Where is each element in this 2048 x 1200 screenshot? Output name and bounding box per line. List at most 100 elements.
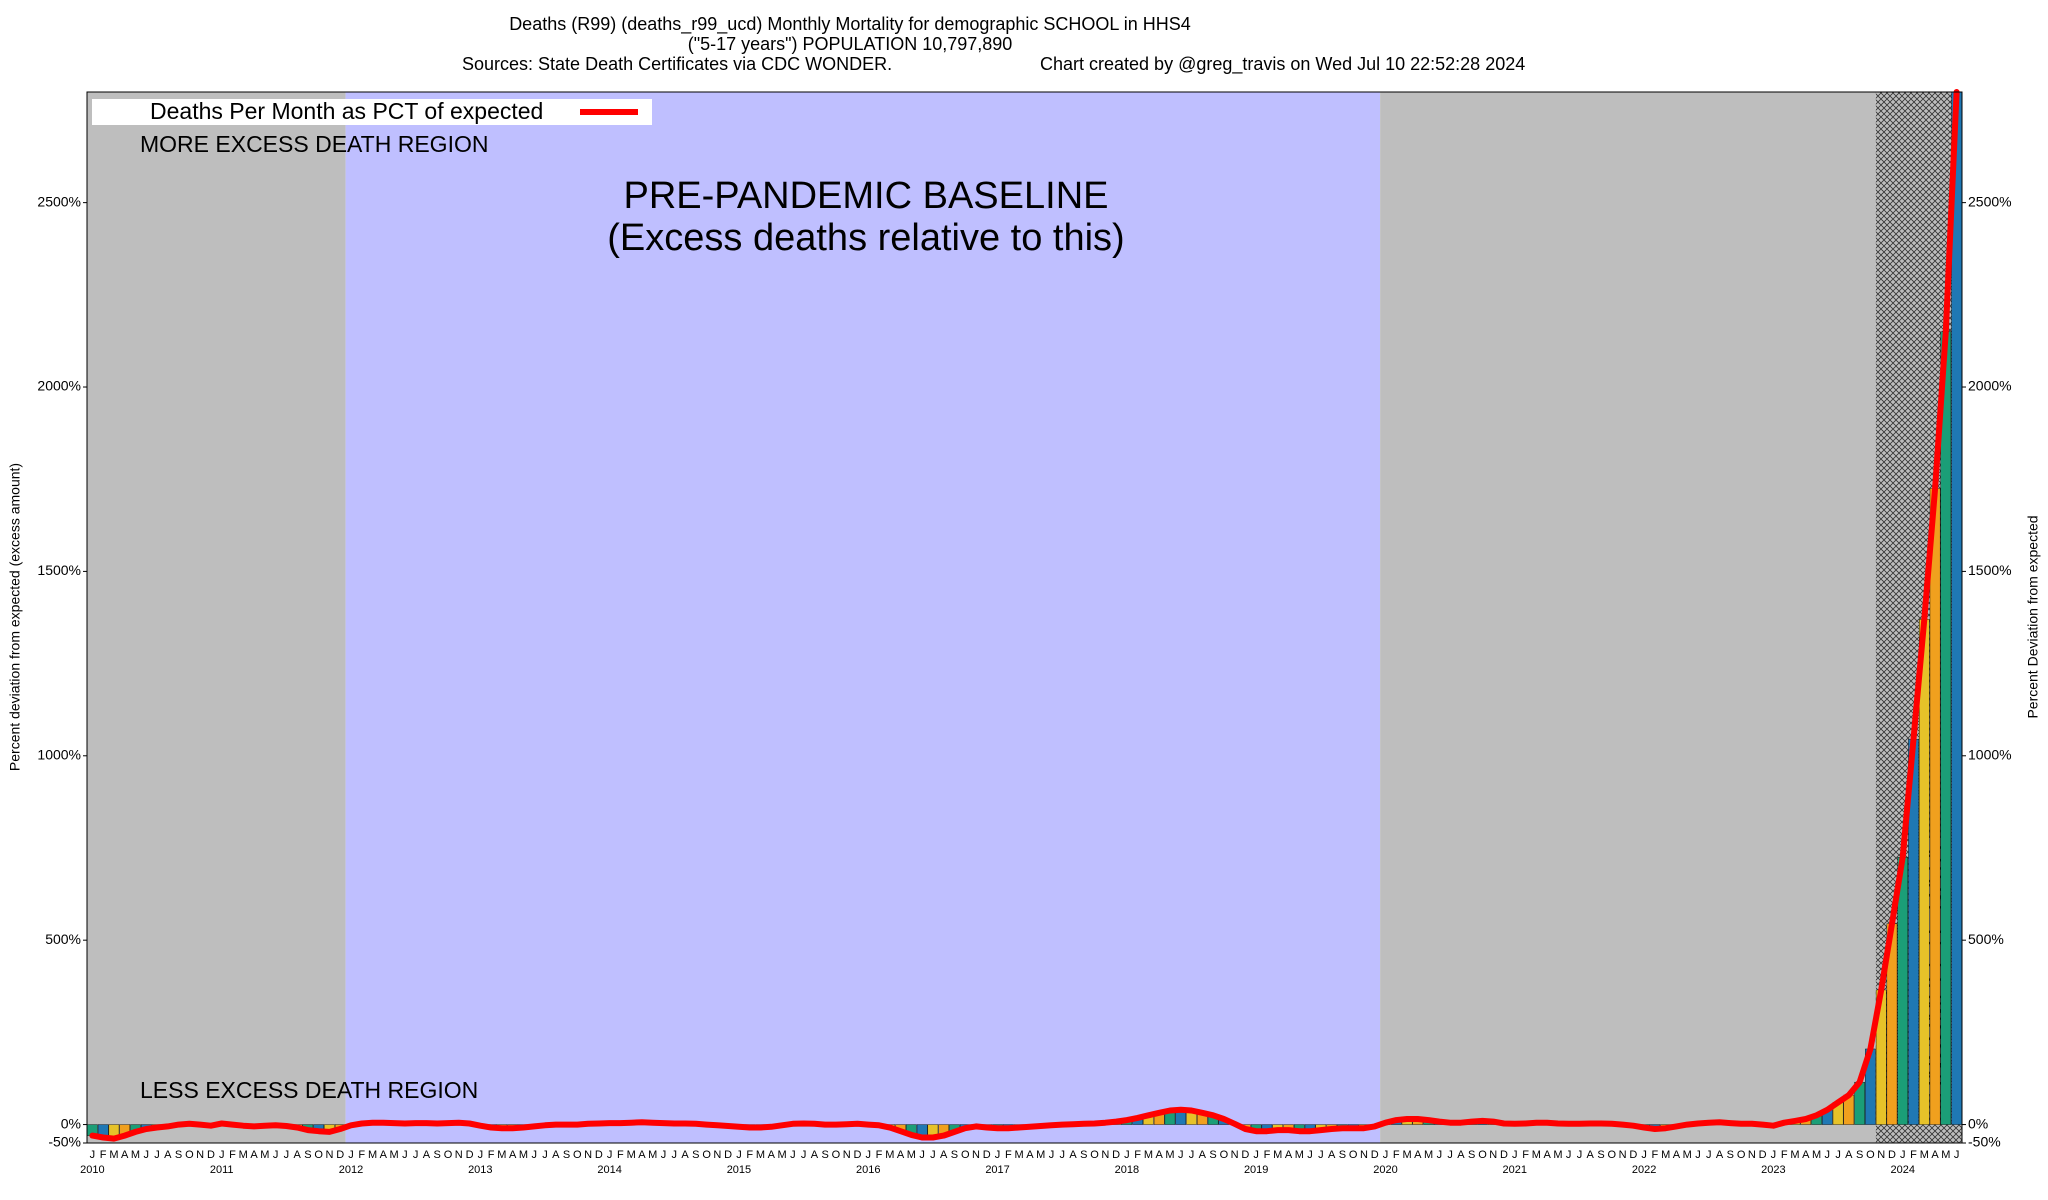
legend-box [92, 99, 652, 125]
shaded-region [1380, 92, 1876, 1143]
y2-tick-label: 0% [1968, 1115, 1988, 1131]
y2-axis-label: Percent Deviation from expected [2025, 515, 2041, 718]
x-tick-label: M [1165, 1149, 1174, 1161]
x-tick-label: O [702, 1149, 711, 1161]
annotation: PRE-PANDEMIC BASELINE [624, 175, 1109, 217]
x-tick-label: J [1049, 1149, 1055, 1161]
x-tick-label: S [821, 1149, 828, 1161]
x-tick-label: A [1845, 1149, 1853, 1161]
x-tick-label: O [1478, 1149, 1487, 1161]
x-tick-label: D [336, 1149, 344, 1161]
x-tick-label: M [1790, 1149, 1799, 1161]
x-tick-label: J [478, 1149, 484, 1161]
x-tick-label: A [1328, 1149, 1336, 1161]
x-tick-label: S [692, 1149, 699, 1161]
x-tick-label: A [1285, 1149, 1293, 1161]
x-tick-label: A [681, 1149, 689, 1161]
x-tick-label: M [260, 1149, 269, 1161]
x-tick-label: F [100, 1149, 107, 1161]
x-year-label: 2024 [1890, 1164, 1914, 1176]
x-tick-label: S [304, 1149, 311, 1161]
x-tick-label: N [1231, 1149, 1239, 1161]
x-tick-label: J [1307, 1149, 1313, 1161]
x-tick-label: M [777, 1149, 786, 1161]
x-tick-label: S [563, 1149, 570, 1161]
x-tick-label: J [1318, 1149, 1324, 1161]
credit: Chart created by @greg_travis on Wed Jul… [1040, 54, 1525, 75]
x-tick-label: N [196, 1149, 204, 1161]
x-tick-label: F [1910, 1149, 1917, 1161]
x-tick-label: J [790, 1149, 796, 1161]
x-tick-label: D [1759, 1149, 1767, 1161]
x-tick-label: N [1360, 1149, 1368, 1161]
x-tick-label: F [488, 1149, 495, 1161]
x-tick-label: F [358, 1149, 365, 1161]
x-tick-label: A [940, 1149, 948, 1161]
x-tick-label: J [1954, 1149, 1960, 1161]
x-tick-label: O [961, 1149, 970, 1161]
x-tick-label: J [1253, 1149, 1259, 1161]
x-tick-label: N [1101, 1149, 1109, 1161]
x-tick-label: J [1512, 1149, 1518, 1161]
x-tick-label: A [1026, 1149, 1034, 1161]
bar [1929, 488, 1941, 1125]
x-tick-label: D [1371, 1149, 1379, 1161]
x-tick-label: A [897, 1149, 905, 1161]
x-tick-label: M [1553, 1149, 1562, 1161]
x-year-label: 2022 [1632, 1164, 1656, 1176]
y-tick-label: -50% [48, 1134, 81, 1150]
x-tick-label: M [390, 1149, 399, 1161]
x-tick-label: J [273, 1149, 279, 1161]
x-tick-label: D [207, 1149, 215, 1161]
x-tick-label: F [1264, 1149, 1271, 1161]
y-tick-label: 500% [45, 931, 81, 947]
x-tick-label: S [1597, 1149, 1604, 1161]
annotation: (Excess deaths relative to this) [607, 217, 1124, 259]
x-tick-label: M [648, 1149, 657, 1161]
x-tick-label: M [1532, 1149, 1541, 1161]
x-tick-label: M [1144, 1149, 1153, 1161]
x-tick-label: J [736, 1149, 742, 1161]
x-tick-label: F [1781, 1149, 1788, 1161]
x-year-label: 2010 [80, 1164, 104, 1176]
x-tick-label: S [1856, 1149, 1863, 1161]
x-tick-label: F [746, 1149, 753, 1161]
x-tick-label: J [1189, 1149, 1195, 1161]
x-tick-label: J [348, 1149, 354, 1161]
x-year-label: 2011 [210, 1164, 234, 1176]
x-tick-label: A [811, 1149, 819, 1161]
x-tick-label: F [1652, 1149, 1659, 1161]
x-tick-label: J [672, 1149, 678, 1161]
x-tick-label: M [1941, 1149, 1950, 1161]
x-tick-label: J [801, 1149, 807, 1161]
x-tick-label: F [229, 1149, 236, 1161]
x-tick-label: D [853, 1149, 861, 1161]
x-tick-label: D [983, 1149, 991, 1161]
x-tick-label: F [1005, 1149, 1012, 1161]
x-tick-label: S [175, 1149, 182, 1161]
x-tick-label: A [293, 1149, 301, 1161]
x-tick-label: F [617, 1149, 624, 1161]
x-tick-label: S [1339, 1149, 1346, 1161]
annotation: LESS EXCESS DEATH REGION [140, 1077, 478, 1103]
shaded-region [345, 92, 1381, 1143]
x-tick-label: A [1543, 1149, 1551, 1161]
x-tick-label: A [1587, 1149, 1595, 1161]
x-tick-label: J [1706, 1149, 1712, 1161]
shaded-region [87, 92, 346, 1143]
x-tick-label: J [154, 1149, 160, 1161]
x-tick-label: O [185, 1149, 194, 1161]
x-tick-label: N [843, 1149, 851, 1161]
x-tick-label: N [455, 1149, 463, 1161]
x-tick-label: S [1727, 1149, 1734, 1161]
x-tick-label: A [1156, 1149, 1164, 1161]
x-tick-label: D [1500, 1149, 1508, 1161]
x-year-label: 2013 [468, 1164, 492, 1176]
x-tick-label: A [638, 1149, 646, 1161]
x-tick-label: J [1771, 1149, 1777, 1161]
x-tick-label: J [1124, 1149, 1130, 1161]
y2-tick-label: 2500% [1968, 193, 2012, 209]
y2-tick-label: 1000% [1968, 746, 2012, 762]
x-tick-label: A [423, 1149, 431, 1161]
